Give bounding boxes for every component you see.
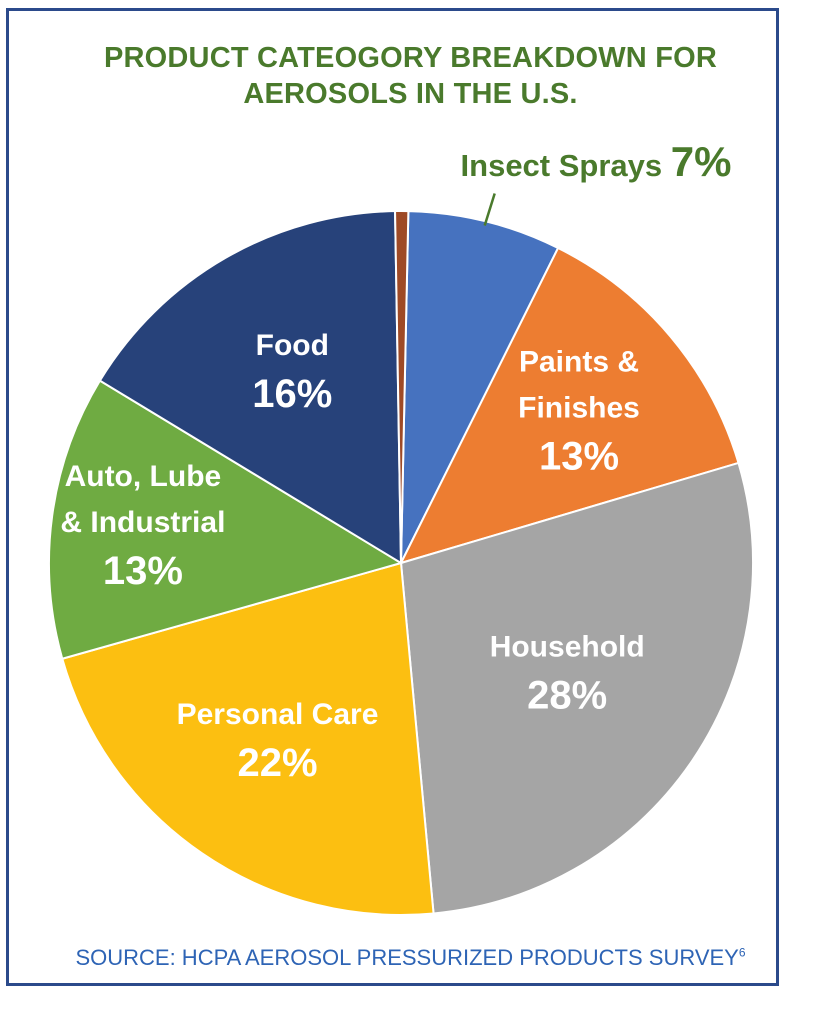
chart-title-line-2: AEROSOLS IN THE U.S.: [243, 78, 578, 110]
pie-slice-personal-care: [61, 561, 435, 916]
slice-label-auto-lube-industrial-line-2: & Industrial: [60, 506, 225, 539]
slice-value-paints-finishes: 13%: [539, 435, 619, 479]
source-text: SOURCE: HCPA AEROSOL PRESSURIZED PRODUCT…: [75, 945, 739, 970]
pie-slice-other: [394, 210, 410, 564]
slice-label-personal-care-line-1: Personal Care: [177, 698, 379, 731]
pie-slice-food: [98, 210, 403, 565]
slice-value-auto-lube-industrial: 13%: [103, 549, 183, 593]
pie-slice-auto-lube-industrial: [48, 379, 404, 661]
source-note: SOURCE: HCPA AEROSOL PRESSURIZED PRODUCT…: [0, 945, 821, 971]
slice-label-food-line-1: Food: [256, 329, 329, 362]
source-footnote-mark: 6: [738, 945, 746, 960]
slice-label-paints-finishes-line-2: Finishes: [518, 392, 640, 425]
callout-label-insect-sprays: Insect Sprays 7%: [461, 138, 732, 185]
slice-label-household-line-1: Household: [490, 631, 645, 664]
slice-value-personal-care: 22%: [237, 741, 317, 785]
slice-label-auto-lube-industrial-line-1: Auto, Lube: [65, 460, 222, 493]
chart-title-line-1: PRODUCT CATEOGORY BREAKDOWN FOR: [103, 42, 718, 74]
callout-leader-line: [483, 193, 496, 226]
callout-value-insect-sprays: 7%: [671, 138, 732, 185]
slice-value-food: 16%: [252, 372, 332, 416]
callout-name-insect-sprays: Insect Sprays: [461, 148, 671, 183]
chart-title: PRODUCT CATEOGORY BREAKDOWN FOR AEROSOLS…: [0, 40, 821, 112]
pie-slice-paints-finishes: [399, 246, 740, 565]
pie-slice-household: [399, 461, 754, 915]
slice-label-paints-finishes-line-1: Paints &: [519, 346, 639, 379]
slice-value-household: 28%: [527, 674, 607, 718]
